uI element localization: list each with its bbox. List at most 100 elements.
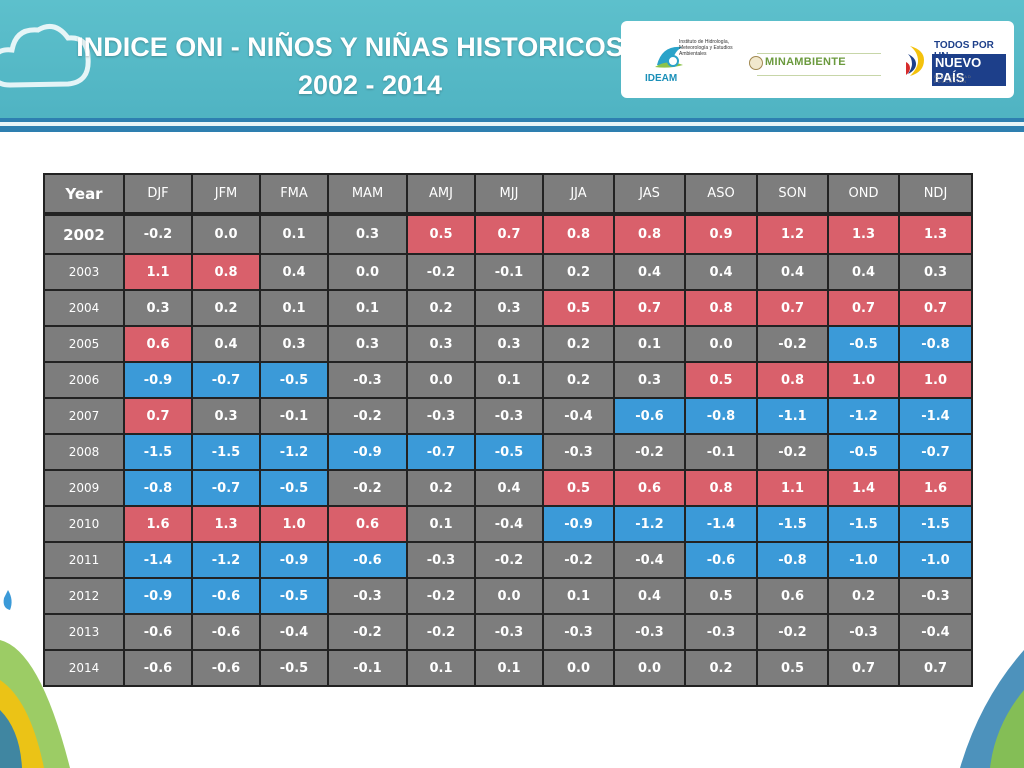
- oni-value-cell: 0.4: [684, 253, 758, 291]
- decorative-leaves-right: [960, 650, 1024, 768]
- oni-value-cell: 0.4: [259, 253, 329, 291]
- oni-value-cell: 0.7: [123, 397, 193, 435]
- oni-value-cell: 0.7: [474, 213, 544, 255]
- oni-value-cell: -0.2: [613, 433, 686, 471]
- oni-value-cell: 0.1: [406, 649, 476, 687]
- todos-por-un-nuevo-pais-logo: TODOS POR UN NUEVO PAÍS PAZ EQUIDAD EDUC…: [906, 36, 1006, 86]
- oni-value-cell: -0.6: [684, 541, 758, 579]
- oni-value-cell: -0.5: [259, 469, 329, 507]
- oni-value-cell: -0.8: [684, 397, 758, 435]
- table-row: 2009 -0.8 -0.7 -0.5 -0.2 0.2 0.4 0.5 0.6 0.8 1.1 1.…: [43, 469, 973, 507]
- oni-value-cell: 0.1: [613, 325, 686, 363]
- oni-value-cell: -0.9: [259, 541, 329, 579]
- slide-header: INDICE ONI - NIÑOS Y NIÑAS HISTORICOS 20…: [0, 0, 1024, 122]
- oni-value-cell: -0.5: [259, 361, 329, 399]
- table-row: 2006 -0.9 -0.7 -0.5 -0.3 0.0 0.1 0.2 0.3 0.5 0.8 1.…: [43, 361, 973, 399]
- title-line-2: 2002 - 2014: [297, 70, 443, 100]
- oni-value-cell: 0.8: [684, 289, 758, 327]
- oni-value-cell: -0.6: [613, 397, 686, 435]
- year-cell: 2002: [43, 213, 125, 255]
- oni-value-cell: 0.4: [613, 577, 686, 615]
- oni-value-cell: 0.0: [613, 649, 686, 687]
- oni-value-cell: -1.5: [191, 433, 261, 471]
- column-header-mjj: MJJ: [474, 173, 544, 216]
- oni-value-cell: -0.3: [474, 397, 544, 435]
- oni-value-cell: 0.4: [827, 253, 900, 291]
- table-row: 2012 -0.9 -0.6 -0.5 -0.3 -0.2 0.0 0.1 0.4 0.5 0.6 0…: [43, 577, 973, 615]
- oni-value-cell: -0.2: [756, 433, 829, 471]
- oni-value-cell: 0.1: [327, 289, 408, 327]
- column-header-ndj: NDJ: [898, 173, 973, 216]
- table-row: 2013 -0.6 -0.6 -0.4 -0.2 -0.2 -0.3 -0.3 -0.3 -0.3…: [43, 613, 973, 651]
- oni-value-cell: -0.4: [613, 541, 686, 579]
- minambiente-label: MINAMBIENTE: [765, 56, 846, 68]
- year-cell: 2006: [43, 361, 125, 399]
- oni-value-cell: 0.3: [613, 361, 686, 399]
- oni-value-cell: 0.7: [613, 289, 686, 327]
- oni-value-cell: -1.2: [191, 541, 261, 579]
- oni-value-cell: -0.9: [542, 505, 615, 543]
- oni-value-cell: -0.3: [327, 577, 408, 615]
- page-title: INDICE ONI - NIÑOS Y NIÑAS HISTORICOS 20…: [40, 28, 660, 104]
- oni-value-cell: 0.7: [898, 289, 973, 327]
- column-header-ond: OND: [827, 173, 900, 216]
- oni-value-cell: 0.9: [684, 213, 758, 255]
- header-stripe-light: [0, 122, 1024, 126]
- oni-value-cell: 0.3: [474, 289, 544, 327]
- oni-value-cell: -1.5: [898, 505, 973, 543]
- oni-value-cell: -0.3: [327, 361, 408, 399]
- oni-value-cell: -0.2: [406, 613, 476, 651]
- table-row: 2014 -0.6 -0.6 -0.5 -0.1 0.1 0.1 0.0 0.0 0.2 0.5 0.…: [43, 649, 973, 687]
- oni-value-cell: 1.1: [123, 253, 193, 291]
- column-header-mam: MAM: [327, 173, 408, 216]
- oni-value-cell: -1.2: [613, 505, 686, 543]
- oni-value-cell: -0.4: [474, 505, 544, 543]
- oni-value-cell: 0.8: [542, 213, 615, 255]
- column-header-year: Year: [43, 173, 125, 216]
- cloud-icon: [0, 23, 91, 88]
- oni-value-cell: 0.1: [474, 649, 544, 687]
- oni-value-cell: -0.2: [327, 613, 408, 651]
- oni-value-cell: 0.3: [259, 325, 329, 363]
- oni-value-cell: -0.7: [898, 433, 973, 471]
- oni-value-cell: -0.9: [327, 433, 408, 471]
- oni-value-cell: -0.6: [191, 613, 261, 651]
- oni-value-cell: 0.3: [474, 325, 544, 363]
- divider: [757, 75, 881, 76]
- oni-value-cell: 1.1: [756, 469, 829, 507]
- oni-value-cell: -1.5: [756, 505, 829, 543]
- oni-value-cell: 1.6: [123, 505, 193, 543]
- flag-icon: [906, 46, 924, 76]
- oni-table: Year DJF JFM FMA MAM AMJ MJJ JJA JAS ASO SON OND NDJ…: [43, 173, 973, 687]
- oni-value-cell: 0.2: [191, 289, 261, 327]
- oni-value-cell: 1.4: [827, 469, 900, 507]
- oni-value-cell: 0.1: [474, 361, 544, 399]
- oni-value-cell: -0.2: [406, 577, 476, 615]
- oni-value-cell: -0.2: [756, 613, 829, 651]
- todos-line-3: PAZ EQUIDAD EDUCACIÓN: [934, 74, 972, 84]
- oni-value-cell: 0.5: [756, 649, 829, 687]
- oni-value-cell: -1.5: [827, 505, 900, 543]
- ideam-logo-icon: [655, 46, 683, 68]
- oni-value-cell: -1.2: [259, 433, 329, 471]
- oni-value-cell: 0.0: [684, 325, 758, 363]
- oni-value-cell: 0.2: [406, 289, 476, 327]
- oni-value-cell: -0.5: [474, 433, 544, 471]
- oni-value-cell: 1.6: [898, 469, 973, 507]
- oni-value-cell: 1.3: [191, 505, 261, 543]
- oni-value-cell: -1.4: [684, 505, 758, 543]
- oni-value-cell: 0.3: [327, 213, 408, 255]
- table-row: 2008 -1.5 -1.5 -1.2 -0.9 -0.7 -0.5 -0.3 -0.2 -0.1…: [43, 433, 973, 471]
- oni-value-cell: -0.5: [259, 577, 329, 615]
- oni-value-cell: -0.3: [898, 577, 973, 615]
- oni-value-cell: -0.2: [123, 213, 193, 255]
- oni-value-cell: -0.6: [191, 577, 261, 615]
- oni-value-cell: -0.8: [756, 541, 829, 579]
- oni-value-cell: -0.6: [327, 541, 408, 579]
- oni-value-cell: 1.0: [827, 361, 900, 399]
- decorative-leaves-left: [0, 590, 70, 768]
- oni-value-cell: 0.1: [406, 505, 476, 543]
- oni-value-cell: -0.5: [259, 649, 329, 687]
- oni-value-cell: 0.3: [406, 325, 476, 363]
- oni-value-cell: 0.6: [613, 469, 686, 507]
